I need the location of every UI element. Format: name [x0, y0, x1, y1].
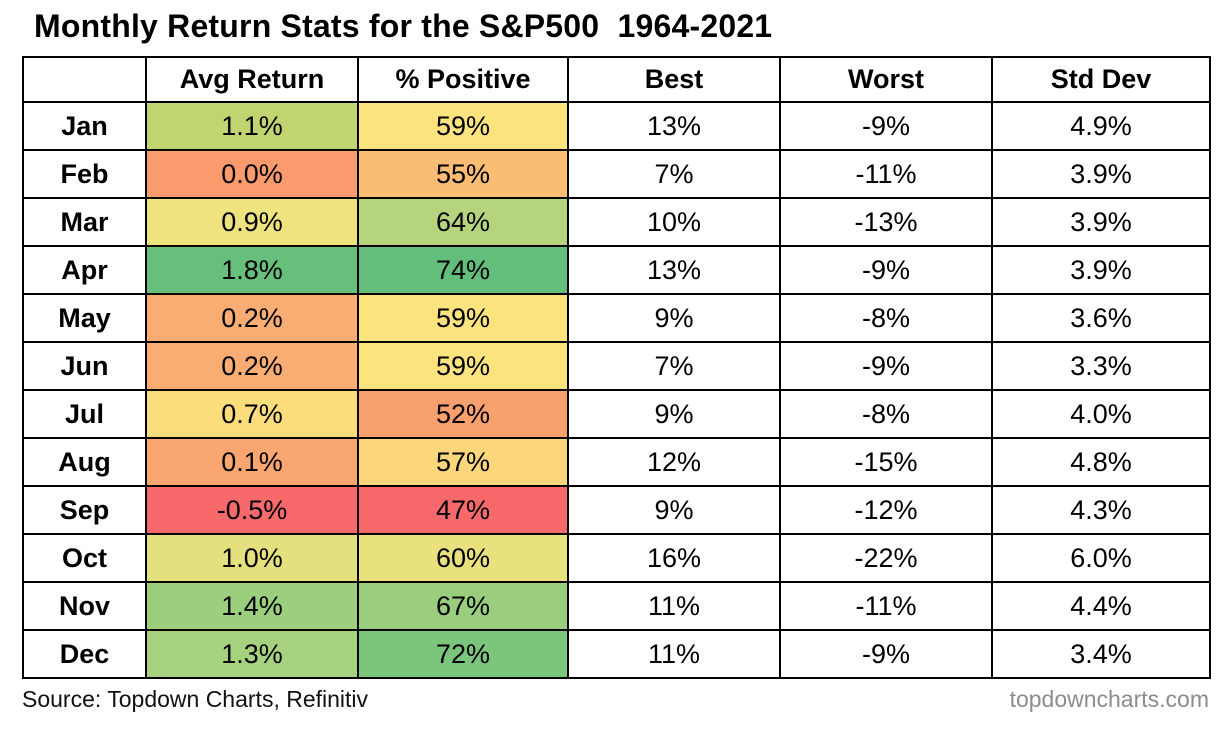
website-watermark: topdowncharts.com [1009, 686, 1209, 712]
month-label: May [22, 293, 147, 343]
worst-cell: -8% [779, 389, 993, 439]
table-row: Jan 1.1% 59% 13% -9% 4.9% [22, 101, 1211, 151]
avg-return-cell: 0.1% [145, 437, 359, 487]
month-label: Nov [22, 581, 147, 631]
table-row: Dec 1.3% 72% 11% -9% 3.4% [22, 629, 1211, 679]
avg-return-cell: 0.7% [145, 389, 359, 439]
monthly-return-stats-table: Avg Return % Positive Best Worst Std Dev… [22, 56, 1211, 679]
table-row: Mar 0.9% 64% 10% -13% 3.9% [22, 197, 1211, 247]
pct-positive-cell: 59% [357, 341, 569, 391]
best-cell: 9% [567, 293, 781, 343]
best-cell: 13% [567, 101, 781, 151]
pct-positive-cell: 52% [357, 389, 569, 439]
worst-cell: -13% [779, 197, 993, 247]
std-dev-cell: 4.4% [991, 581, 1211, 631]
footer: Source: Topdown Charts, Refinitiv topdow… [22, 686, 1209, 713]
worst-cell: -11% [779, 581, 993, 631]
header-avg-return: Avg Return [145, 56, 359, 103]
avg-return-cell: 0.0% [145, 149, 359, 199]
std-dev-cell: 4.9% [991, 101, 1211, 151]
table-row: Nov 1.4% 67% 11% -11% 4.4% [22, 581, 1211, 631]
month-label: Feb [22, 149, 147, 199]
header-worst: Worst [779, 56, 993, 103]
table-row: Aug 0.1% 57% 12% -15% 4.8% [22, 437, 1211, 487]
std-dev-cell: 3.9% [991, 149, 1211, 199]
month-label: Jul [22, 389, 147, 439]
std-dev-cell: 3.9% [991, 245, 1211, 295]
std-dev-cell: 4.3% [991, 485, 1211, 535]
std-dev-cell: 3.3% [991, 341, 1211, 391]
month-label: Apr [22, 245, 147, 295]
std-dev-cell: 4.8% [991, 437, 1211, 487]
std-dev-cell: 3.9% [991, 197, 1211, 247]
pct-positive-cell: 72% [357, 629, 569, 679]
pct-positive-cell: 47% [357, 485, 569, 535]
pct-positive-cell: 64% [357, 197, 569, 247]
table-row: Sep -0.5% 47% 9% -12% 4.3% [22, 485, 1211, 535]
best-cell: 9% [567, 485, 781, 535]
avg-return-cell: 0.9% [145, 197, 359, 247]
best-cell: 7% [567, 149, 781, 199]
avg-return-cell: 1.0% [145, 533, 359, 583]
month-label: Aug [22, 437, 147, 487]
worst-cell: -8% [779, 293, 993, 343]
avg-return-cell: 1.3% [145, 629, 359, 679]
page: Monthly Return Stats for the S&P500 1964… [0, 8, 1231, 735]
avg-return-cell: -0.5% [145, 485, 359, 535]
worst-cell: -12% [779, 485, 993, 535]
month-label: Oct [22, 533, 147, 583]
month-label: Dec [22, 629, 147, 679]
std-dev-cell: 3.6% [991, 293, 1211, 343]
table-row: Feb 0.0% 55% 7% -11% 3.9% [22, 149, 1211, 199]
std-dev-cell: 4.0% [991, 389, 1211, 439]
worst-cell: -22% [779, 533, 993, 583]
std-dev-cell: 3.4% [991, 629, 1211, 679]
header-std-dev: Std Dev [991, 56, 1211, 103]
best-cell: 10% [567, 197, 781, 247]
best-cell: 11% [567, 581, 781, 631]
table-row: May 0.2% 59% 9% -8% 3.6% [22, 293, 1211, 343]
pct-positive-cell: 67% [357, 581, 569, 631]
worst-cell: -15% [779, 437, 993, 487]
avg-return-cell: 1.1% [145, 101, 359, 151]
header-best: Best [567, 56, 781, 103]
month-label: Mar [22, 197, 147, 247]
worst-cell: -11% [779, 149, 993, 199]
table-row: Oct 1.0% 60% 16% -22% 6.0% [22, 533, 1211, 583]
pct-positive-cell: 55% [357, 149, 569, 199]
worst-cell: -9% [779, 629, 993, 679]
table-row: Jun 0.2% 59% 7% -9% 3.3% [22, 341, 1211, 391]
table-row: Jul 0.7% 52% 9% -8% 4.0% [22, 389, 1211, 439]
header-pct-positive: % Positive [357, 56, 569, 103]
pct-positive-cell: 59% [357, 293, 569, 343]
best-cell: 9% [567, 389, 781, 439]
best-cell: 11% [567, 629, 781, 679]
month-label: Sep [22, 485, 147, 535]
worst-cell: -9% [779, 101, 993, 151]
best-cell: 13% [567, 245, 781, 295]
month-label: Jun [22, 341, 147, 391]
avg-return-cell: 0.2% [145, 293, 359, 343]
best-cell: 12% [567, 437, 781, 487]
table-row: Apr 1.8% 74% 13% -9% 3.9% [22, 245, 1211, 295]
source-attribution: Source: Topdown Charts, Refinitiv [22, 686, 369, 712]
pct-positive-cell: 57% [357, 437, 569, 487]
best-cell: 7% [567, 341, 781, 391]
pct-positive-cell: 74% [357, 245, 569, 295]
worst-cell: -9% [779, 245, 993, 295]
page-title: Monthly Return Stats for the S&P500 1964… [34, 8, 773, 44]
pct-positive-cell: 60% [357, 533, 569, 583]
month-label: Jan [22, 101, 147, 151]
worst-cell: -9% [779, 341, 993, 391]
std-dev-cell: 6.0% [991, 533, 1211, 583]
avg-return-cell: 0.2% [145, 341, 359, 391]
best-cell: 16% [567, 533, 781, 583]
pct-positive-cell: 59% [357, 101, 569, 151]
header-row: Avg Return % Positive Best Worst Std Dev [22, 56, 1211, 103]
avg-return-cell: 1.8% [145, 245, 359, 295]
header-month [22, 56, 147, 103]
avg-return-cell: 1.4% [145, 581, 359, 631]
